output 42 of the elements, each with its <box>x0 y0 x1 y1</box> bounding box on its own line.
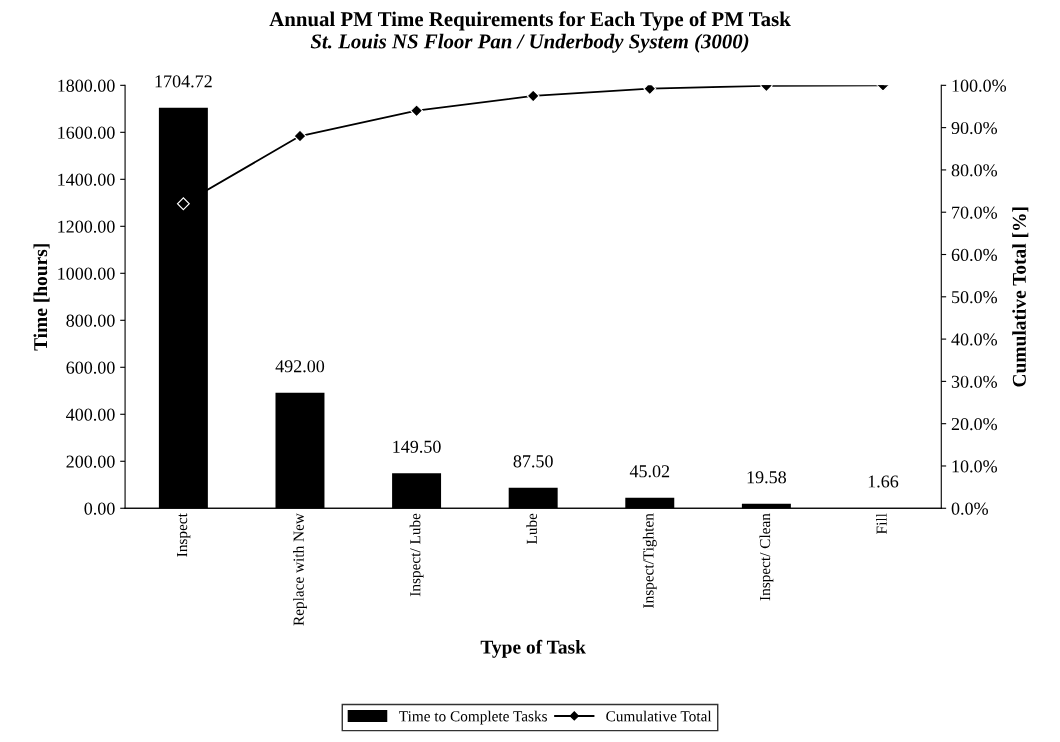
y-tick-label: 1200.00 <box>58 220 115 233</box>
data-label: 19.58 <box>747 471 786 484</box>
y2-tick-label: 80.0% <box>951 164 998 177</box>
y-tick-label: 0.00 <box>84 502 115 515</box>
data-label: 45.02 <box>629 465 670 478</box>
y-tick-label: 1000.00 <box>58 267 115 280</box>
y-axis-title: Time [hours] <box>33 244 50 351</box>
data-label: 87.50 <box>513 455 553 468</box>
x-tick-label: Replace with New <box>293 513 307 626</box>
y-tick-label: 400.00 <box>66 408 115 421</box>
data-label: 149.50 <box>393 440 441 453</box>
legend-label: Cumulative Total <box>606 710 712 722</box>
x-tick-label: Inspect/Tighten <box>642 513 657 608</box>
y-tick-label: 1400.00 <box>58 173 115 186</box>
x-tick-label: Inspect <box>177 513 191 557</box>
y2-tick-label: 20.0% <box>951 417 998 431</box>
x-tick-label: Inspect/ Clean <box>759 513 774 601</box>
y2-tick-label: 30.0% <box>951 375 998 388</box>
x-axis-title: Type of Task <box>480 639 586 658</box>
y2-axis-title: Cumulative Total [%] <box>1012 207 1029 387</box>
y-tick-label: 1800.00 <box>58 79 115 92</box>
chart-title: Annual PM Time Requirements for Each Type of PM Task <box>269 11 791 31</box>
x-tick-label: Fill <box>876 513 887 534</box>
x-tick-label: Inspect/ Lube <box>409 513 424 597</box>
y2-tick-label: 60.0% <box>951 248 998 262</box>
data-label: 492.00 <box>275 360 325 373</box>
data-label: 1.66 <box>868 475 899 488</box>
y-tick-label: 600.00 <box>66 361 115 374</box>
y2-tick-label: 40.0% <box>951 333 998 346</box>
y-tick-label: 200.00 <box>66 455 115 468</box>
y2-tick-label: 0.0% <box>951 502 988 515</box>
y2-tick-label: 90.0% <box>951 121 998 135</box>
y2-tick-label: 100.0% <box>952 79 1007 92</box>
data-label: 1704.72 <box>155 75 212 88</box>
legend-label: Time to Complete Tasks <box>399 710 547 725</box>
y2-tick-label: 70.0% <box>952 206 998 219</box>
chart-subtitle: St. Louis NS Floor Pan / Underbody System (3000) <box>310 33 749 53</box>
y-tick-label: 1600.00 <box>58 126 115 139</box>
x-tick-label: Lube <box>526 513 537 545</box>
y2-tick-label: 10.0% <box>952 460 998 473</box>
y2-tick-label: 50.0% <box>952 291 998 304</box>
y-tick-label: 800.00 <box>66 314 115 327</box>
